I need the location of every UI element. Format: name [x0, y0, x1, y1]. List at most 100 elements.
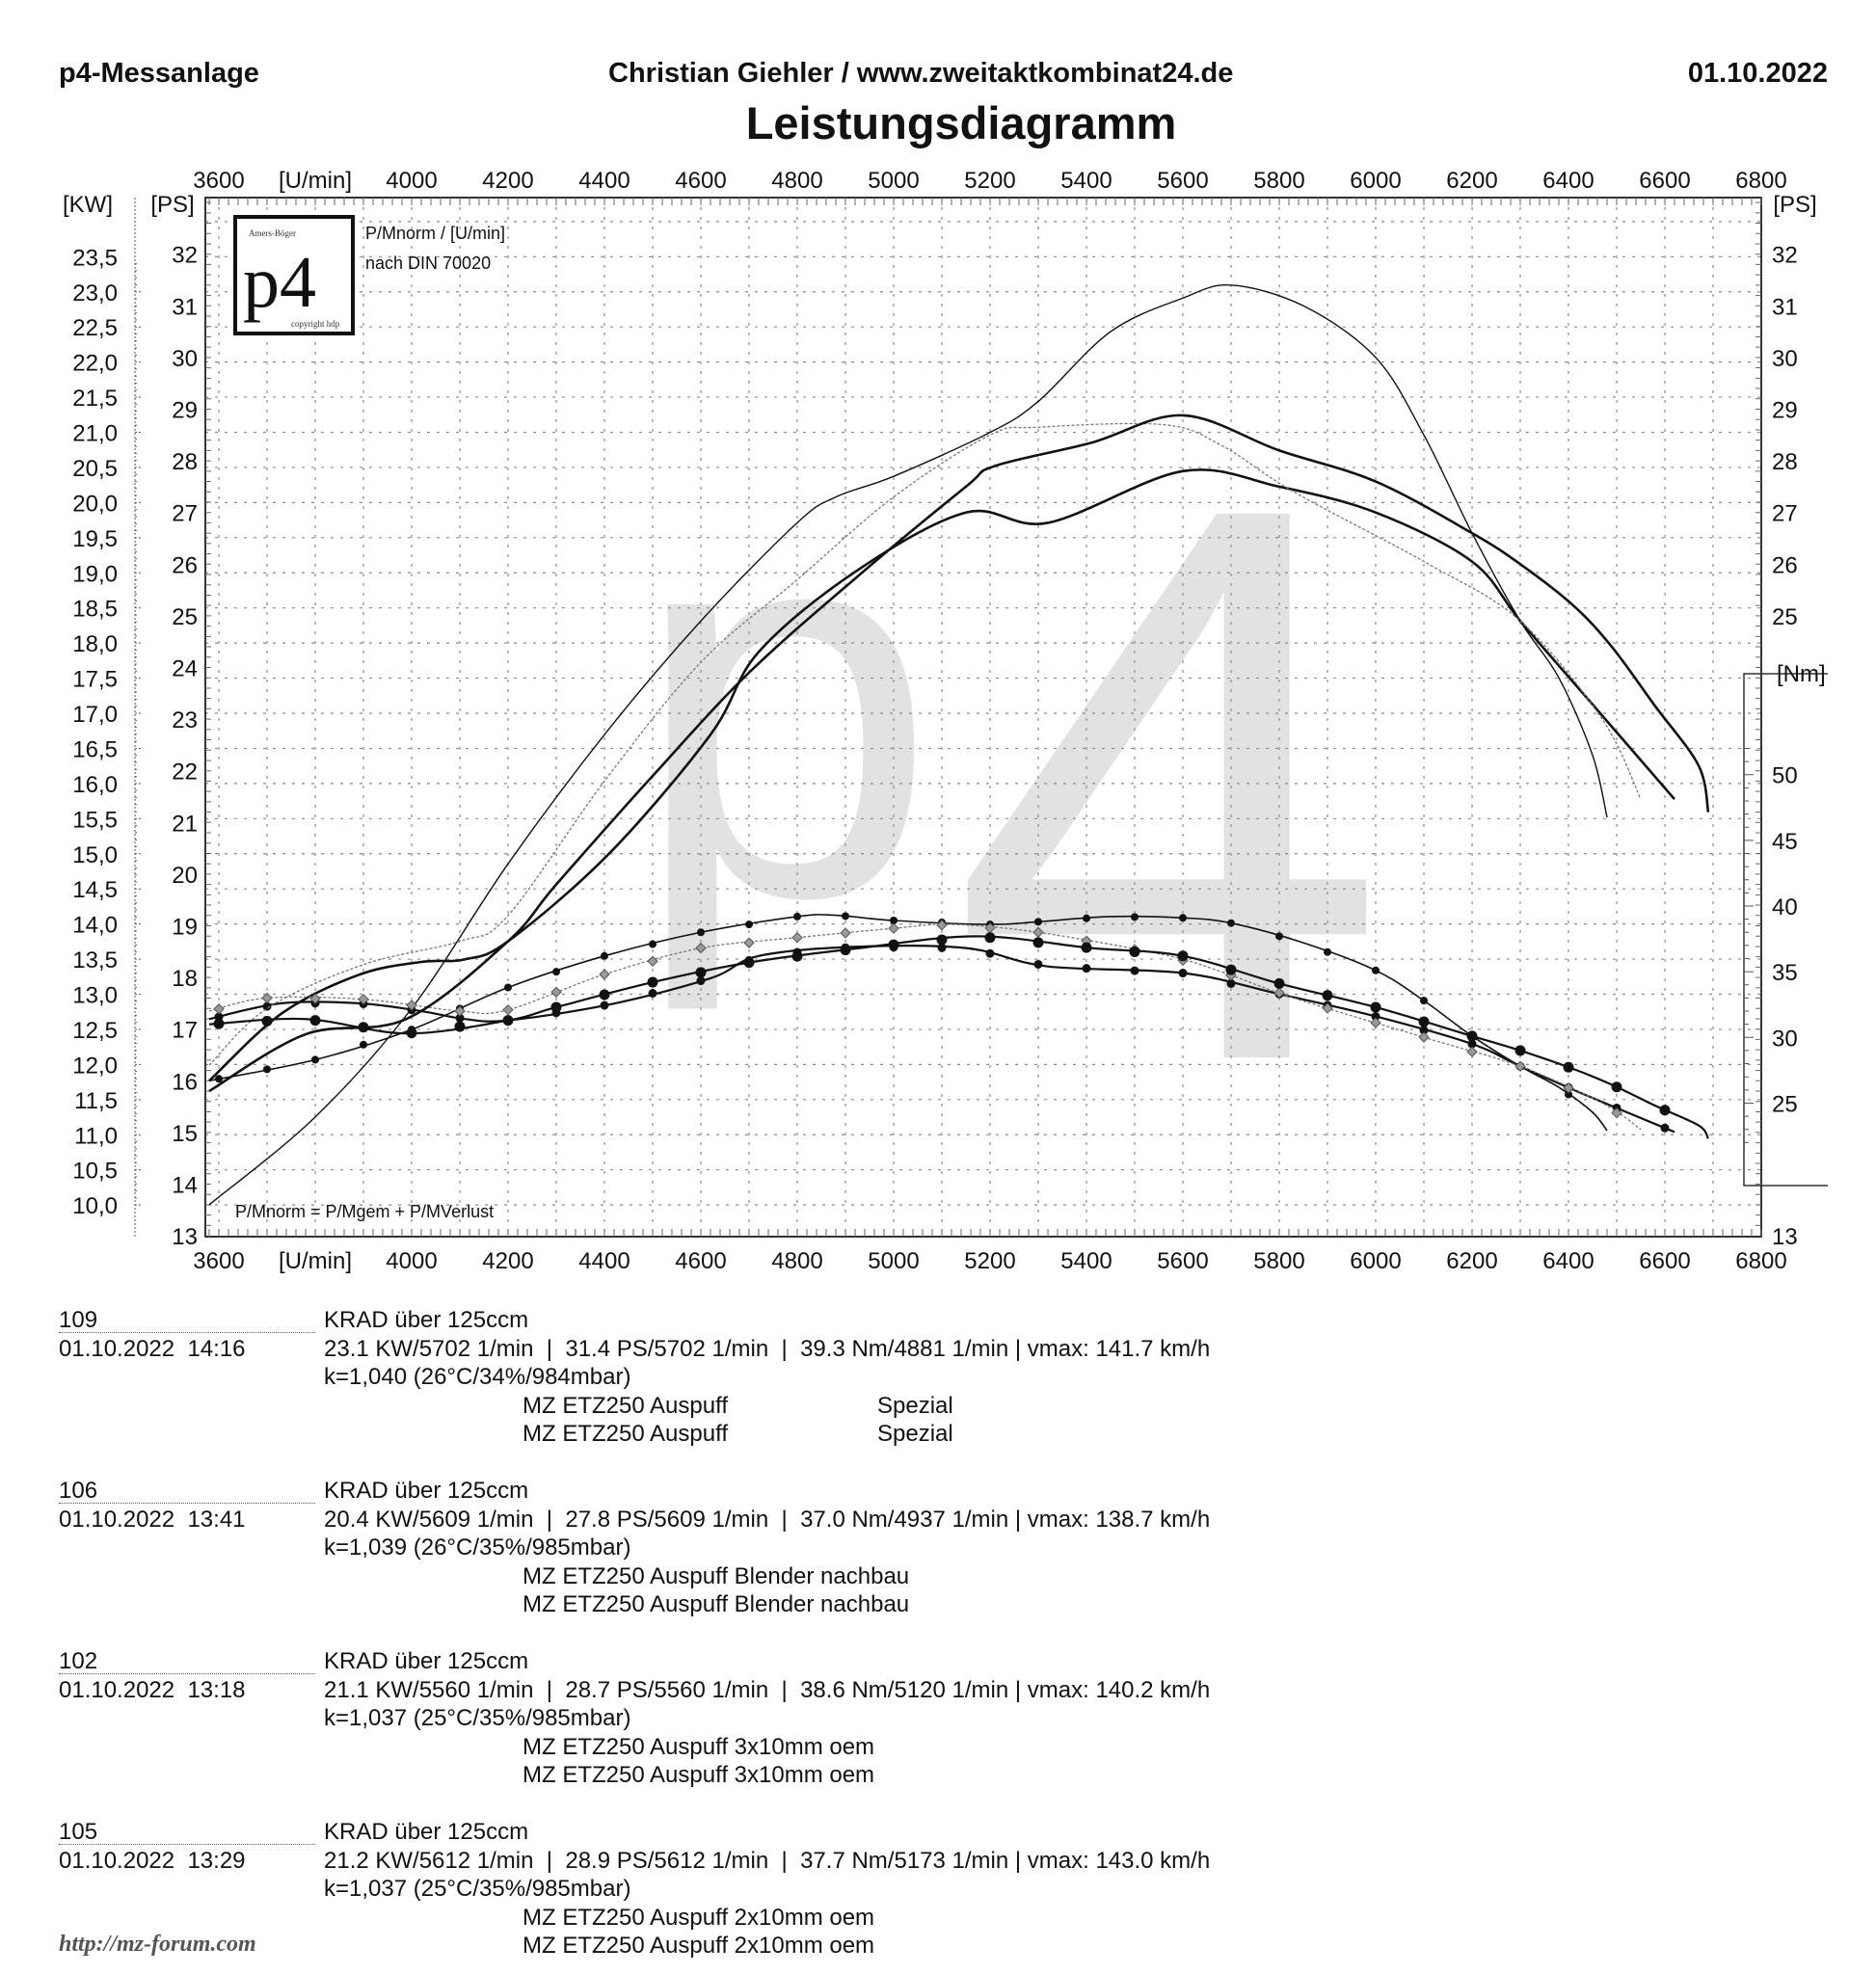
- run-desc: MZ ETZ250 Auspuff 3x10mm oem: [523, 1733, 875, 1760]
- kw-tick-label: 23,0: [72, 280, 118, 307]
- ps-tick-label-left: 14: [172, 1173, 198, 1199]
- torque-marker: [1275, 932, 1283, 941]
- run-vehicle: KRAD über 125ccm: [324, 1307, 529, 1333]
- run-desc: MZ ETZ250 Auspuff: [523, 1421, 728, 1447]
- nm-tick-label: 40: [1772, 894, 1798, 920]
- torque-marker: [1033, 959, 1043, 969]
- run-block: 105 KRAD über 125ccm 01.10.2022 13:29 21.2…: [59, 1818, 1505, 1961]
- run-id: 106: [59, 1478, 98, 1504]
- nm-tick-label: 30: [1772, 1026, 1798, 1052]
- torque-marker: [1032, 926, 1044, 938]
- torque-marker: [261, 992, 273, 1004]
- torque-marker: [1322, 1002, 1333, 1014]
- run-desc-extra: Spezial: [877, 1421, 953, 1447]
- header-center: Christian Giehler / www.zweitaktkombinat…: [608, 58, 1234, 89]
- torque-marker: [1659, 1105, 1671, 1116]
- torque-marker: [550, 986, 562, 998]
- kw-tick-label: 23,5: [72, 245, 118, 271]
- x-tick-label-top: 6800: [1735, 168, 1786, 194]
- torque-marker: [937, 943, 947, 952]
- torque-marker: [1420, 997, 1428, 1005]
- tick-labels: 3600 3600 [U/min] [U/min] 4000 4000 4200 4200 44…: [63, 168, 1826, 1274]
- run-desc: MZ ETZ250 Auspuff 2x10mm oem: [523, 1933, 875, 1959]
- torque-marker: [213, 1003, 225, 1015]
- x-tick-label-top: 5000: [868, 168, 919, 194]
- run-stats: 21.2 KW/5612 1/min | 28.9 PS/5612 1/min …: [324, 1847, 1211, 1874]
- torque-marker: [888, 939, 899, 950]
- unit-note: P/Mnorm / [U/min]: [365, 224, 505, 243]
- torque-marker: [791, 950, 803, 962]
- torque-marker: [936, 920, 948, 931]
- torque-marker: [840, 927, 851, 939]
- run-desc: MZ ETZ250 Auspuff: [523, 1392, 728, 1419]
- kw-tick-label: 17,5: [72, 667, 118, 693]
- ps-tick-label-left: 24: [172, 656, 198, 682]
- torque-marker: [984, 932, 996, 944]
- x-tick-label-bottom: 3600: [193, 1248, 244, 1274]
- x-tick-label-top: 4000: [386, 168, 437, 194]
- kw-tick-label: 20,0: [72, 491, 118, 517]
- torque-marker: [599, 989, 610, 1000]
- kw-tick-label: 12,0: [72, 1053, 118, 1079]
- ps-tick-label-left: 22: [172, 760, 198, 786]
- run-block: 109 KRAD über 125ccm 01.10.2022 14:16 23.1…: [59, 1306, 1505, 1449]
- kw-tick-label: 10,0: [72, 1193, 118, 1219]
- kw-tick-label: 21,0: [72, 421, 118, 447]
- torque-marker: [1273, 977, 1285, 989]
- ps-tick-label-left: 16: [172, 1069, 198, 1095]
- torque-curve-102: [208, 923, 1642, 1131]
- torque-marker: [1225, 964, 1237, 975]
- ps-tick-label-right: 31: [1772, 294, 1798, 320]
- torque-marker: [454, 1021, 466, 1032]
- run-desc: MZ ETZ250 Auspuff Blender nachbau: [523, 1562, 910, 1589]
- ps-tick-label-left: 30: [172, 346, 198, 372]
- run-conditions: k=1,039 (26°C/35%/985mbar): [324, 1534, 631, 1561]
- torque-marker: [502, 1003, 514, 1016]
- ps-tick-label-left: 21: [172, 811, 198, 837]
- kw-tick-label: 14,0: [72, 913, 118, 939]
- torque-marker: [647, 955, 658, 967]
- torque-marker: [985, 948, 995, 958]
- torque-marker: [358, 994, 369, 1005]
- divider: [59, 1673, 315, 1674]
- torque-marker: [696, 976, 706, 986]
- torque-marker: [791, 932, 803, 944]
- kw-tick-label: 18,0: [72, 631, 118, 657]
- torque-marker: [599, 969, 610, 980]
- ps-tick-label-left: 25: [172, 604, 198, 630]
- x-tick-label-bottom: 5400: [1060, 1248, 1112, 1274]
- torque-marker: [262, 1001, 272, 1011]
- torque-marker: [1563, 1061, 1574, 1073]
- torque-marker: [1611, 1081, 1622, 1093]
- torque-marker: [454, 1005, 466, 1017]
- torque-marker: [1226, 978, 1236, 988]
- run-datetime: 01.10.2022 13:18: [59, 1676, 246, 1703]
- header-date: 01.10.2022: [1687, 58, 1828, 89]
- torque-marker: [504, 983, 512, 992]
- ps-tick-label-left: 27: [172, 501, 198, 527]
- kw-tick-label: 22,0: [72, 351, 118, 377]
- torque-marker: [1131, 913, 1139, 921]
- svg-text:copyright hdp: copyright hdp: [291, 319, 340, 329]
- ps-tick-label-right: 28: [1772, 449, 1798, 475]
- ps-tick-label-left: 20: [172, 863, 198, 889]
- x-tick-label-top: 6400: [1542, 168, 1594, 194]
- kw-tick-label: 17,0: [72, 702, 118, 728]
- ps-tick-label-left: 28: [172, 449, 198, 475]
- divider: [59, 1503, 315, 1504]
- torque-marker: [1370, 1017, 1381, 1028]
- x-tick-label-top: 5800: [1253, 168, 1304, 194]
- torque-marker: [213, 1018, 225, 1029]
- torque-marker: [793, 912, 801, 920]
- ps-tick-label-left: 26: [172, 552, 198, 578]
- torque-marker: [1611, 1107, 1622, 1119]
- x-tick-label-bottom: 6400: [1542, 1248, 1594, 1274]
- ps-tick-label-right: 29: [1772, 398, 1798, 424]
- torque-marker: [1081, 942, 1092, 953]
- x-tick-label-top: 4600: [675, 168, 726, 194]
- ps-tick-label-left: 17: [172, 1018, 198, 1044]
- torque-marker: [888, 922, 899, 934]
- ps-tick-label-left: 15: [172, 1121, 198, 1147]
- ps-tick-label-right: 25: [1772, 604, 1798, 630]
